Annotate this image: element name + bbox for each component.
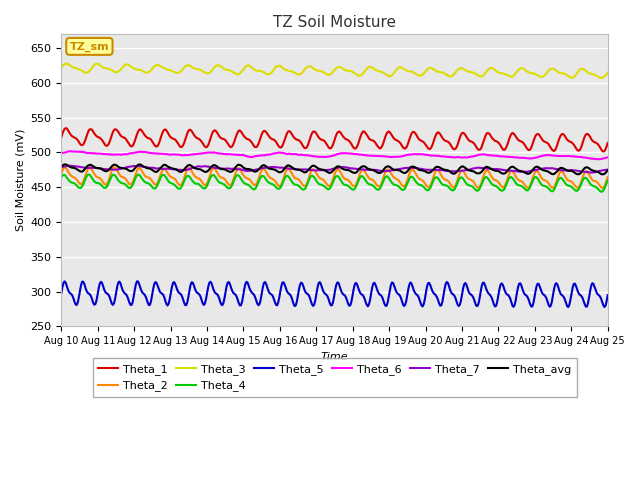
Theta_4 [355, 179, 362, 184]
Theta_2 [598, 185, 606, 191]
Theta_5 [61, 278, 68, 284]
Theta_2 [61, 165, 68, 170]
Theta_1 [355, 141, 362, 147]
Theta_2 [318, 176, 326, 182]
Line: Theta_5: Theta_5 [61, 281, 608, 307]
Theta_1 [604, 140, 612, 146]
Line: Theta_1: Theta_1 [61, 128, 608, 152]
Theta_5 [384, 300, 392, 305]
Theta_avg [506, 165, 514, 170]
Theta_2 [604, 174, 612, 180]
Theta_7 [355, 166, 362, 172]
Theta_avg [598, 171, 606, 177]
Line: Theta_3: Theta_3 [61, 64, 608, 78]
Theta_3 [62, 61, 70, 67]
Theta_4 [604, 178, 612, 183]
Y-axis label: Soil Moisture (mV): Soil Moisture (mV) [15, 129, 25, 231]
Line: Theta_4: Theta_4 [61, 174, 608, 192]
Theta_2 [321, 179, 329, 185]
Theta_3 [604, 70, 612, 76]
Theta_7 [321, 167, 329, 173]
Line: Theta_2: Theta_2 [61, 168, 608, 188]
Theta_1 [58, 134, 65, 140]
Theta_5 [321, 291, 329, 297]
Theta_4 [85, 171, 93, 177]
Theta_2 [384, 167, 392, 172]
Theta_5 [506, 296, 514, 301]
Theta_1 [506, 133, 514, 139]
Theta_4 [318, 182, 326, 188]
Theta_6 [592, 156, 600, 162]
Theta_6 [65, 148, 73, 154]
Theta_avg [135, 162, 143, 168]
Theta_6 [506, 154, 514, 160]
Theta_3 [321, 71, 329, 76]
Line: Theta_avg: Theta_avg [61, 165, 608, 174]
Theta_5 [318, 285, 326, 290]
Theta_2 [58, 170, 65, 176]
Theta_4 [506, 174, 514, 180]
Theta_avg [58, 164, 65, 169]
Theta_3 [506, 73, 514, 79]
X-axis label: Time: Time [321, 352, 348, 362]
Theta_7 [384, 168, 392, 174]
Theta_5 [564, 304, 572, 310]
Theta_6 [596, 156, 604, 162]
Theta_3 [384, 72, 392, 78]
Theta_4 [592, 184, 600, 190]
Theta_5 [355, 285, 362, 290]
Theta_1 [592, 140, 600, 145]
Theta_1 [600, 149, 607, 155]
Theta_avg [592, 168, 600, 174]
Theta_7 [65, 163, 73, 168]
Theta_3 [58, 64, 65, 70]
Theta_6 [321, 154, 329, 160]
Theta_4 [384, 174, 392, 180]
Theta_3 [355, 72, 362, 78]
Theta_1 [384, 129, 392, 135]
Theta_3 [592, 72, 600, 78]
Theta_avg [384, 164, 392, 169]
Theta_avg [355, 168, 362, 173]
Theta_1 [318, 137, 326, 143]
Theta_5 [58, 290, 65, 296]
Theta_2 [506, 169, 514, 175]
Theta_5 [593, 290, 600, 296]
Theta_7 [58, 164, 65, 170]
Theta_1 [321, 139, 329, 145]
Theta_3 [597, 75, 605, 81]
Theta_4 [321, 184, 329, 190]
Title: TZ Soil Moisture: TZ Soil Moisture [273, 15, 396, 30]
Theta_avg [318, 167, 326, 172]
Theta_4 [58, 174, 65, 180]
Theta_6 [58, 150, 65, 156]
Theta_1 [62, 125, 70, 131]
Theta_2 [592, 179, 600, 184]
Theta_6 [384, 154, 392, 159]
Theta_4 [597, 189, 605, 194]
Line: Theta_6: Theta_6 [61, 151, 608, 159]
Theta_avg [321, 168, 329, 173]
Theta_7 [586, 169, 594, 175]
Theta_2 [355, 176, 362, 182]
Theta_6 [318, 154, 326, 159]
Theta_7 [506, 168, 514, 173]
Theta_avg [604, 168, 612, 173]
Theta_5 [604, 292, 612, 298]
Theta_6 [604, 155, 612, 160]
Theta_7 [318, 167, 326, 173]
Legend: Theta_1, Theta_2, Theta_3, Theta_4, Theta_5, Theta_6, Theta_7, Theta_avg: Theta_1, Theta_2, Theta_3, Theta_4, Thet… [93, 359, 577, 397]
Theta_7 [604, 167, 612, 172]
Line: Theta_7: Theta_7 [61, 166, 608, 172]
Theta_6 [355, 152, 362, 157]
Theta_3 [318, 69, 326, 74]
Theta_7 [593, 169, 600, 175]
Text: TZ_sm: TZ_sm [70, 41, 109, 51]
